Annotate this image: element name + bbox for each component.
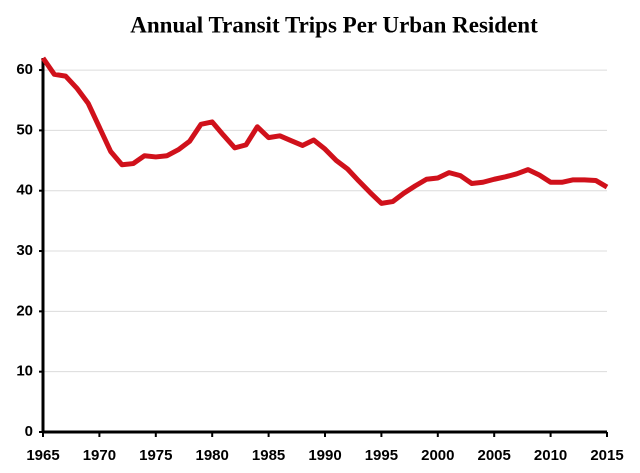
x-tick-label: 1990 [308,447,341,464]
x-tick-label: 2010 [534,447,567,464]
chart-title: Annual Transit Trips Per Urban Resident [130,12,538,37]
x-tick-label: 1980 [196,447,229,464]
y-tick-label: 60 [16,61,33,78]
x-tick-label: 1985 [252,447,285,464]
y-tick-label: 50 [16,121,33,138]
y-tick-label: 30 [16,242,33,259]
y-tick-label: 40 [16,182,33,199]
data-line [40,56,609,206]
x-tick-label: 2005 [478,447,511,464]
x-tick-label: 1995 [365,447,398,464]
y-tick-label: 10 [16,363,33,380]
y-tick-label: 20 [16,302,33,319]
x-tick-label: 2000 [421,447,454,464]
x-tick-label: 1965 [26,447,59,464]
x-tick-label: 1970 [83,447,116,464]
x-tick-label: 2015 [590,447,623,464]
x-tick-label: 1975 [139,447,172,464]
y-tick-label: 0 [25,423,33,440]
